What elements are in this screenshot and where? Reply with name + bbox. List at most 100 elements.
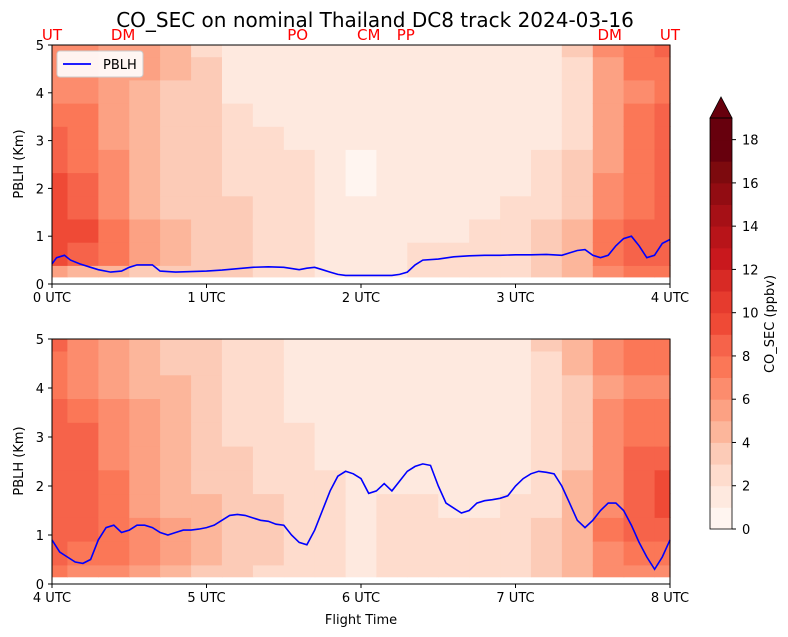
contour-cell — [500, 195, 532, 220]
contour-cell — [221, 374, 254, 399]
contour-cell — [469, 374, 501, 399]
contour-cell — [252, 45, 285, 58]
contour-cell — [67, 242, 99, 266]
contour-cell — [314, 374, 347, 399]
contour-cell — [376, 422, 408, 447]
x-tick-label: 4 UTC — [33, 591, 71, 606]
colorbar-band — [710, 377, 732, 400]
contour-cell — [160, 469, 192, 495]
contour-cell — [98, 374, 130, 399]
contour-cell — [592, 517, 625, 542]
contour-cell — [67, 126, 99, 150]
contour-cell — [623, 350, 656, 376]
contour-cell — [407, 149, 439, 174]
contour-cell — [592, 469, 625, 495]
location-labels: UT DM PO CM PP DM UT — [42, 26, 681, 44]
contour-cell — [221, 445, 254, 471]
contour-cell — [531, 195, 563, 220]
contour-cell — [561, 103, 594, 127]
contour-cell — [314, 195, 347, 220]
contour-cell — [623, 469, 656, 495]
y-tick-label: 4 — [36, 382, 44, 397]
contour-cell — [345, 422, 378, 447]
contour-cell — [469, 541, 501, 566]
contour-cell — [654, 45, 671, 58]
contour-cell — [500, 218, 532, 243]
contour-cell — [252, 149, 285, 174]
contour-cell — [345, 445, 378, 471]
contour-cell — [438, 564, 470, 578]
contour-cell — [469, 242, 501, 266]
contour-cell — [222, 149, 254, 174]
contour-cell — [252, 350, 285, 376]
contour-cell — [438, 126, 470, 150]
y-tick-label: 1 — [36, 529, 44, 544]
contour-cell — [283, 541, 316, 566]
contour-cell — [531, 172, 563, 197]
contour-cell — [283, 172, 316, 197]
contour-cell — [561, 469, 594, 495]
legend-pblh-label: PBLH — [103, 58, 137, 73]
y-tick-label: 3 — [36, 135, 44, 150]
contour-cell — [438, 172, 470, 197]
contour-cell — [160, 374, 192, 399]
contour-cell — [191, 422, 223, 447]
contour-cell — [222, 103, 254, 127]
y-tick-label: 1 — [36, 230, 44, 245]
contour-cell — [252, 374, 285, 399]
contour-cell — [654, 350, 671, 376]
contour-cell — [221, 339, 254, 352]
contour-cell — [345, 541, 378, 566]
contour-cell — [592, 218, 625, 243]
contour-cell — [623, 79, 656, 104]
colorbar-band — [710, 139, 732, 162]
contour-cell — [160, 445, 192, 471]
contour-cell — [191, 242, 223, 266]
contour-cell — [314, 339, 347, 352]
contour-cell — [469, 218, 501, 243]
colorbar-tick-label: 6 — [742, 393, 750, 408]
contour-cell — [221, 517, 254, 542]
pblh-series-line — [51, 235, 671, 277]
contour-cell — [252, 103, 285, 127]
contour-cell — [345, 350, 378, 376]
contour-cell — [52, 126, 69, 150]
contour-cell — [252, 339, 285, 352]
contour-cell — [98, 103, 130, 127]
location-label: CM — [357, 26, 380, 44]
contour-cell — [654, 103, 671, 127]
contour-cell — [221, 398, 254, 423]
contour-cell — [52, 218, 69, 243]
contour-cell — [592, 126, 625, 150]
bottom-panel-pblh-line — [51, 463, 671, 571]
contour-cell — [67, 493, 99, 518]
contour-cell — [561, 350, 594, 376]
contour-cell — [160, 564, 192, 578]
contour-cell — [469, 126, 501, 150]
contour-cell — [67, 445, 99, 471]
contour-cell — [345, 56, 378, 81]
contour-cell — [407, 445, 439, 471]
contour-cell — [623, 172, 656, 197]
y-tick-label: 2 — [36, 182, 44, 197]
contour-cell — [191, 469, 223, 495]
contour-cell — [530, 564, 563, 578]
contour-cell — [52, 564, 68, 578]
contour-cell — [376, 445, 408, 471]
contour-cell — [98, 218, 130, 243]
colorbar-band — [710, 507, 732, 530]
contour-cell — [469, 45, 501, 58]
contour-cell — [52, 374, 68, 399]
contour-cell — [592, 195, 625, 220]
contour-cell — [623, 126, 656, 150]
contour-cell — [129, 103, 161, 127]
contour-cell — [500, 172, 532, 197]
contour-cell — [160, 422, 192, 447]
contour-cell — [98, 564, 130, 578]
contour-cell — [67, 469, 99, 495]
contour-cell — [67, 79, 99, 104]
contour-cell — [252, 79, 285, 104]
contour-cell — [500, 350, 532, 376]
contour-cell — [314, 398, 347, 423]
